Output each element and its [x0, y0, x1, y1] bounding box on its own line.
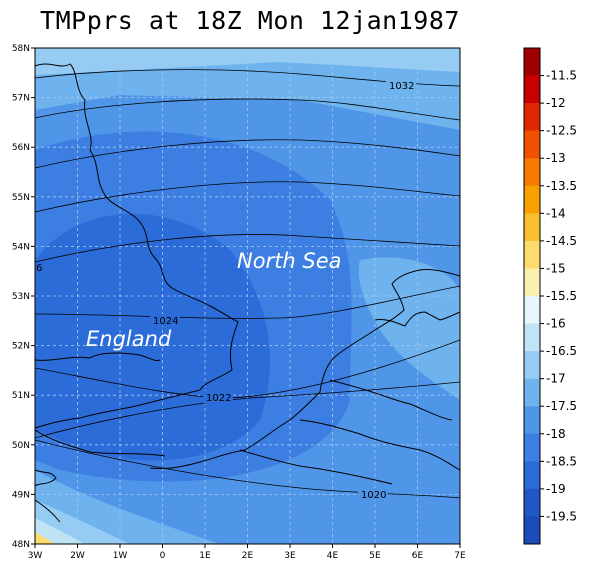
lon-tick-label: 3W: [28, 551, 43, 561]
map-title: TMPprs at 18Z Mon 12jan1987: [40, 6, 460, 35]
isobar-2: [35, 98, 460, 121]
lon-tick-label: 0: [160, 551, 166, 561]
latitude-axis: 58N 57N 56N 55N 54N 53N 52N 51N 50N 49N 48N: [12, 44, 35, 550]
wash-coast: [35, 352, 161, 361]
isobar-5: [35, 234, 460, 263]
lat-tick-label: 55N: [12, 193, 30, 203]
map-plot-area: 1032 1024 1022 1020 6 North Sea England: [35, 48, 460, 544]
colorbar-swatch: [524, 75, 540, 104]
colorbar-swatch: [524, 48, 540, 76]
isobar-label-1032: 1032: [389, 81, 414, 92]
isobar-label-1022: 1022: [206, 393, 231, 404]
colorbar-tick-label: -19.5: [546, 509, 577, 523]
isobars: [35, 69, 460, 499]
belgium-border: [329, 379, 453, 421]
temperature-band-warmest-corner: [35, 532, 55, 544]
region-label-north-sea: North Sea: [237, 249, 342, 273]
colorbar-tick-label: -18: [546, 427, 566, 441]
isobar-4: [35, 181, 460, 213]
colorbar-swatch: [524, 433, 540, 462]
colorbar-swatch: [524, 488, 540, 517]
lon-tick-label: 6E: [412, 551, 424, 561]
colorbar-swatch: [524, 158, 540, 187]
region-label-england: England: [86, 327, 172, 351]
colorbar-swatch: [524, 240, 540, 269]
temperature-band-mild-southwest: [35, 518, 85, 544]
colorbar-tick-label: -14: [546, 206, 566, 220]
france-border: [299, 419, 460, 471]
colorbar-swatch: [524, 406, 540, 435]
colorbar-tick-label: -14.5: [546, 234, 577, 248]
colorbar-tick-label: -13.5: [546, 179, 577, 193]
grid-lines: [35, 48, 460, 544]
continental-coast: [149, 269, 460, 469]
coastlines: [35, 63, 460, 523]
colorbar-tick-label: -16.5: [546, 344, 577, 358]
colorbar-labels: -11.5 -12 -12.5 -13 -13.5 -14 -14.5 -15 -15.5 -16…: [540, 69, 577, 523]
great-britain-east-coast: [35, 63, 239, 429]
lon-tick-label: 1E: [199, 551, 211, 561]
lat-tick-label: 53N: [12, 292, 30, 302]
colorbar-swatch: [524, 185, 540, 214]
lat-tick-label: 49N: [12, 490, 30, 500]
isobar-label-partial: 6: [36, 263, 42, 274]
isobar-label-group: 1032 1024 1022 1020 6: [36, 79, 416, 501]
isobar-8: [35, 381, 460, 439]
lon-tick-label: 2E: [242, 551, 254, 561]
colorbar-swatch: [524, 461, 540, 490]
colorbar-tick-label: -15.5: [546, 289, 577, 303]
colorbar-tick-label: -19: [546, 482, 566, 496]
inland-border: [239, 449, 393, 485]
colorbar-swatch: [524, 516, 540, 545]
isobar-3: [35, 139, 460, 169]
lat-tick-label: 57N: [12, 94, 30, 104]
colorbar-swatches: [523, 47, 541, 545]
colorbar-swatch: [524, 296, 540, 324]
lat-tick-label: 51N: [12, 391, 30, 401]
lat-tick-label: 48N: [12, 540, 30, 550]
colorbar-tick-label: -12: [546, 96, 566, 110]
lon-tick-label: 5E: [369, 551, 381, 561]
temperature-map: 1032 1024 1022 1020 6 North Sea England …: [12, 44, 466, 561]
colorbar-tick-label: -17: [546, 372, 566, 386]
dutch-coast: [374, 311, 460, 327]
lon-tick-label: 2W: [70, 551, 85, 561]
colorbar-frame: [523, 47, 541, 545]
temperature-band-warm-east: [358, 257, 460, 400]
cornwall-coast: [35, 469, 57, 487]
colorbar-swatch: [524, 268, 540, 297]
colorbar-tick-label: -12.5: [546, 124, 577, 138]
english-channel-north-coast: [35, 429, 166, 457]
colorbar-tick-label: -16: [546, 317, 566, 331]
colorbar-swatch: [524, 213, 540, 242]
lat-tick-label: 50N: [12, 441, 30, 451]
colorbar-tick-label: -17.5: [546, 399, 577, 413]
longitude-axis: 3W 2W 1W 0 1E 2E 3E 4E 5E 6E 7E: [28, 544, 466, 561]
colorbar-swatch: [524, 103, 540, 131]
lon-tick-label: 7E: [454, 551, 466, 561]
colorbar-swatch: [524, 378, 540, 407]
colorbar-tick-label: -15: [546, 261, 566, 275]
isobar-label-1024: 1024: [153, 316, 178, 327]
isobar-6: [35, 285, 460, 319]
colorbar-swatch: [524, 323, 540, 352]
lon-tick-label: 4E: [327, 551, 339, 561]
isobar-9: [35, 439, 460, 499]
lat-tick-label: 56N: [12, 143, 30, 153]
lon-tick-label: 3E: [284, 551, 296, 561]
colorbar-swatch: [524, 130, 540, 159]
lat-tick-label: 52N: [12, 342, 30, 352]
colorbar-tick-label: -11.5: [546, 69, 577, 83]
brittany-coast: [35, 499, 61, 523]
colorbar-swatch: [524, 351, 540, 379]
lat-tick-label: 58N: [12, 44, 30, 54]
lon-tick-label: 1W: [113, 551, 128, 561]
isobar-label-1020: 1020: [361, 490, 386, 501]
colorbar-tick-label: -18.5: [546, 454, 577, 468]
lat-tick-label: 54N: [12, 242, 30, 252]
colorbar-tick-label: -13: [546, 151, 566, 165]
